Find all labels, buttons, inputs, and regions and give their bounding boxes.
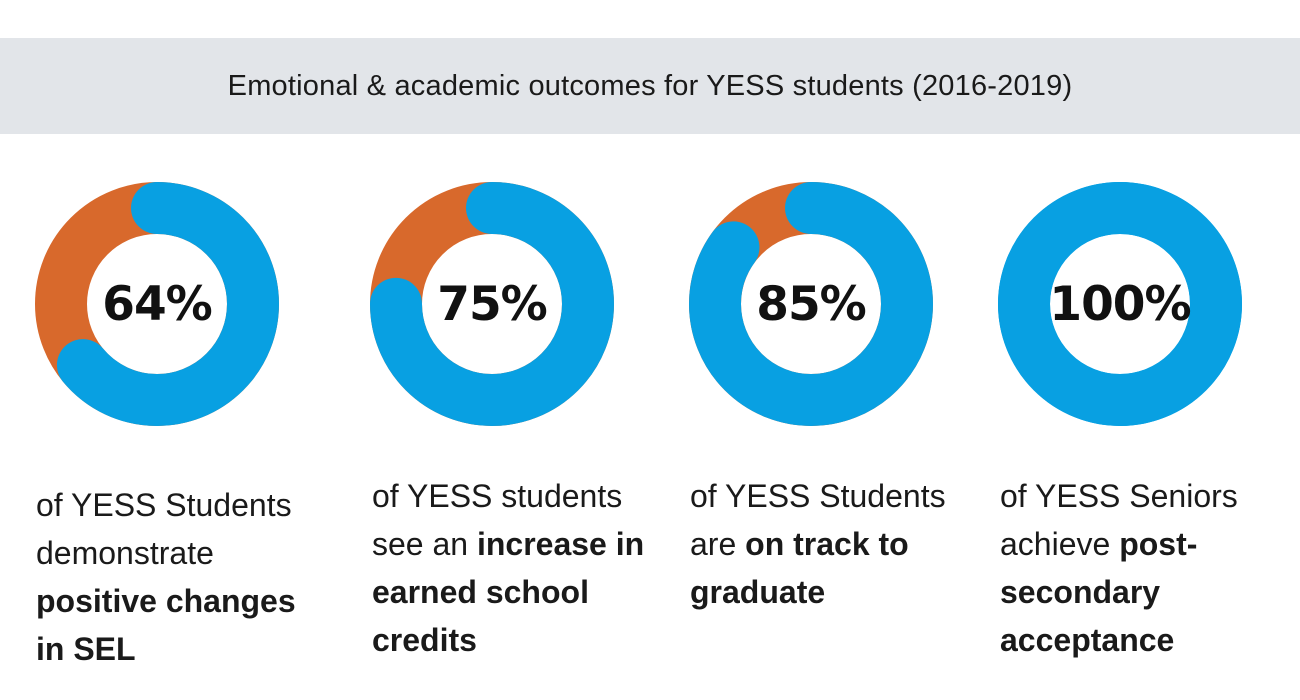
- donut-svg: [689, 182, 933, 426]
- donut-svg: [998, 182, 1242, 426]
- donut-value-arc: [689, 182, 933, 426]
- donut-percent-label: 100%: [1049, 276, 1191, 332]
- caption-graduate: of YESS Students are on track to graduat…: [690, 472, 980, 616]
- donut-value-arc: [370, 182, 614, 426]
- donut-percent-label: 64%: [102, 276, 213, 332]
- caption-plain: of YESS students see an: [372, 478, 623, 562]
- donut-value-arc: [998, 182, 1242, 426]
- donut-svg: [35, 182, 279, 426]
- caption-bold: post-secondary acceptance: [1000, 526, 1198, 658]
- caption-sel: of YESS Students demonstrate positive ch…: [36, 481, 326, 673]
- donut-value-arc: [35, 182, 279, 426]
- caption-plain: of YESS Seniors achieve: [1000, 478, 1238, 562]
- caption-plain: of YESS Students demonstrate: [36, 487, 292, 571]
- title-banner: Emotional & academic outcomes for YESS s…: [0, 38, 1300, 134]
- donut-chart-graduate: 85%: [689, 182, 933, 426]
- donut-chart-acceptance: 100%: [998, 182, 1242, 426]
- caption-credits: of YESS students see an increase in earn…: [372, 472, 662, 664]
- chart-title: Emotional & academic outcomes for YESS s…: [227, 69, 1073, 102]
- caption-acceptance: of YESS Seniors achieve post-secondary a…: [1000, 472, 1270, 664]
- donut-percent-label: 85%: [756, 276, 867, 332]
- caption-bold: on track to graduate: [690, 526, 909, 610]
- caption-bold: increase in earned school credits: [372, 526, 645, 658]
- donut-percent-label: 75%: [437, 276, 548, 332]
- donut-svg: [370, 182, 614, 426]
- caption-bold: positive changes in SEL: [36, 583, 296, 667]
- donut-chart-credits: 75%: [370, 182, 614, 426]
- donut-chart-sel: 64%: [35, 182, 279, 426]
- caption-plain: of YESS Students are: [690, 478, 946, 562]
